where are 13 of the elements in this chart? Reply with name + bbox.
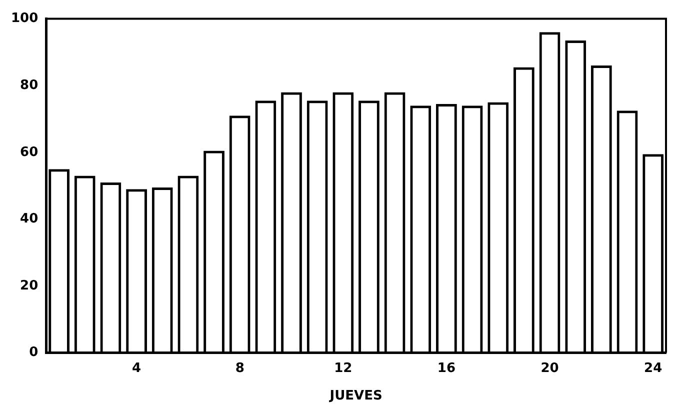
- y-tick-label: 40: [20, 212, 38, 227]
- y-tick-label: 100: [10, 11, 38, 26]
- y-tick-label: 60: [20, 144, 38, 160]
- x-tick-label: 24: [644, 360, 662, 376]
- x-tick-label: 20: [540, 360, 559, 376]
- x-tick-label: 4: [132, 360, 142, 376]
- y-tick-label: 80: [20, 78, 38, 93]
- x-axis-title: JUEVES: [328, 388, 382, 404]
- y-tick-label: 0: [29, 345, 38, 360]
- x-tick-label: 12: [334, 360, 352, 376]
- y-tick-label: 20: [20, 278, 38, 294]
- x-tick-label: 16: [437, 360, 456, 376]
- x-tick-label: 8: [235, 360, 244, 376]
